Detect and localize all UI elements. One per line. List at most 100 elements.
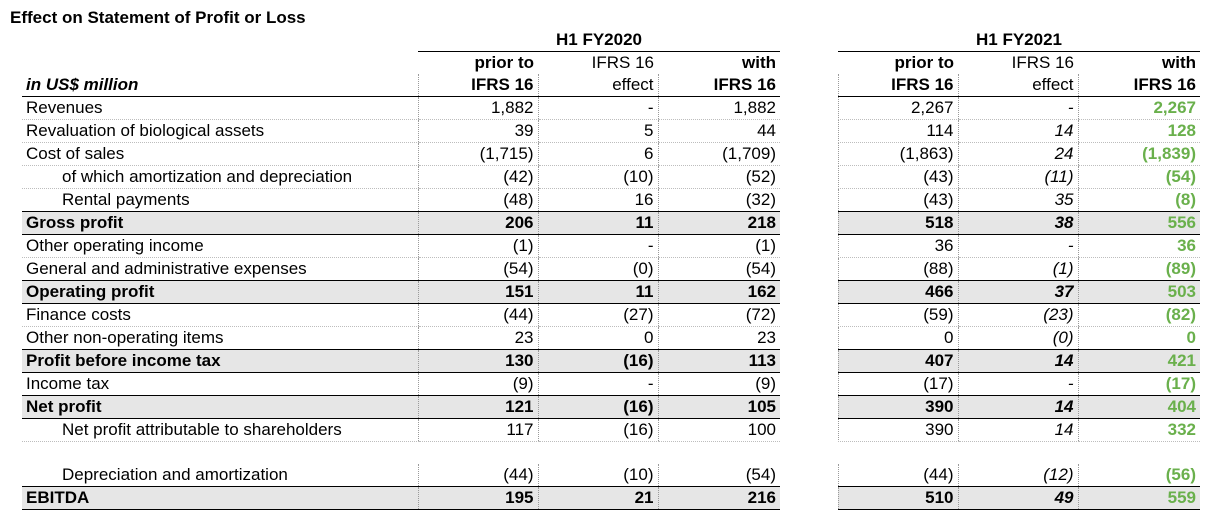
value-effect-fy2021: 14: [957, 119, 1078, 143]
col-header-prior: prior to: [894, 53, 955, 72]
value-prior-fy2020: (48): [417, 188, 538, 212]
col-header-effect: IFRS 16: [1011, 53, 1074, 72]
value-effect-fy2020: 16: [537, 188, 658, 212]
value-with-fy2021: (8): [1077, 188, 1200, 212]
value-with-fy2021: 332: [1077, 418, 1200, 442]
value-effect-fy2020: 6: [537, 142, 658, 166]
value-prior-fy2021: 36: [837, 234, 958, 258]
value-prior-fy2020: (44): [417, 464, 538, 487]
value-with-fy2020: 218: [657, 211, 780, 235]
value-effect-fy2021: 38: [957, 211, 1078, 235]
col-header-prior: IFRS 16: [837, 74, 958, 97]
col-header-effect: effect: [957, 74, 1078, 97]
value-with-fy2021: (54): [1077, 165, 1200, 189]
col-header-effect: effect: [537, 74, 658, 97]
value-prior-fy2021: (17): [837, 372, 958, 396]
value-prior-fy2020: 195: [417, 486, 538, 510]
value-with-fy2021: 404: [1077, 395, 1200, 419]
row-label: General and administrative expenses: [22, 257, 418, 281]
table-row: Income tax (9) - (9) (17) - (17): [22, 372, 1200, 396]
table-body: Revenues 1,882-1,882 2,267-2,267 Revaluatio…: [22, 96, 1200, 510]
value-with-fy2021: 559: [1077, 486, 1200, 510]
value-effect-fy2021: 14: [957, 349, 1078, 373]
value-prior-fy2021: 510: [837, 486, 958, 510]
value-prior-fy2021: (88): [837, 257, 958, 281]
table-row: Depreciation and amortization (44) (10) (54…: [22, 464, 1200, 487]
value-prior-fy2020: (42): [417, 165, 538, 189]
value-effect-fy2021: -: [957, 234, 1078, 258]
value-prior-fy2020: (1): [417, 234, 538, 258]
value-effect-fy2021: 35: [957, 188, 1078, 212]
subtotal-row: Profit before income tax 130 (16) 113 407 14 4…: [22, 349, 1200, 373]
value-effect-fy2021: 37: [957, 280, 1078, 304]
value-with-fy2020: 216: [657, 486, 780, 510]
value-prior-fy2021: 390: [837, 395, 958, 419]
unit-label: in US$ million: [22, 74, 418, 97]
value-effect-fy2020: (27): [537, 303, 658, 327]
table-row: Net profit attributable to shareholders 1…: [22, 418, 1200, 442]
value-with-fy2020: 162: [657, 280, 780, 304]
row-label: Other operating income: [22, 234, 418, 258]
col-header-with: IFRS 16: [657, 74, 780, 97]
table-row: Revaluation of biological assets 39 5 44 114…: [22, 119, 1200, 143]
value-prior-fy2021: (1,863): [837, 142, 958, 166]
value-effect-fy2021: 14: [957, 395, 1078, 419]
value-with-fy2021: 0: [1077, 326, 1200, 350]
value-effect-fy2021: -: [957, 96, 1078, 120]
value-with-fy2020: (54): [657, 257, 780, 281]
value-prior-fy2020: 151: [417, 280, 538, 304]
value-with-fy2021: 556: [1077, 211, 1200, 235]
value-with-fy2021: (17): [1077, 372, 1200, 396]
subtotal-row: Operating profit 151 11 162 466 37 503: [22, 280, 1200, 304]
value-effect-fy2020: 11: [537, 280, 658, 304]
value-effect-fy2021: 49: [957, 486, 1078, 510]
value-effect-fy2021: 24: [957, 142, 1078, 166]
value-with-fy2020: 113: [657, 349, 780, 373]
value-with-fy2021: (56): [1077, 464, 1200, 487]
value-with-fy2020: 44: [657, 119, 780, 143]
value-effect-fy2021: 14: [957, 418, 1078, 442]
value-with-fy2021: (82): [1077, 303, 1200, 327]
subtotal-row: Net profit 121 (16) 105 390 14 404: [22, 395, 1200, 419]
row-label: Other non-operating items: [22, 326, 418, 350]
col-header-prior: prior to: [474, 53, 535, 72]
value-with-fy2021: 503: [1077, 280, 1200, 304]
table-row: Other operating income (1) - (1) 36-36: [22, 234, 1200, 258]
row-label: Revaluation of biological assets: [22, 119, 418, 143]
value-effect-fy2020: (10): [537, 464, 658, 487]
value-prior-fy2021: 0: [837, 326, 958, 350]
value-effect-fy2021: -: [957, 372, 1078, 396]
value-effect-fy2020: -: [537, 234, 658, 258]
value-prior-fy2021: 114: [837, 119, 958, 143]
row-label: Revenues: [22, 96, 418, 120]
value-with-fy2021: 128: [1077, 119, 1200, 143]
value-effect-fy2021: (12): [957, 464, 1078, 487]
period-header-h1-fy2021: H1 FY2021: [838, 29, 1200, 52]
page-title: Effect on Statement of Profit or Loss: [10, 8, 306, 27]
col-header-with: with: [1162, 53, 1196, 72]
table-row: Other non-operating items 23 0 23 0 (0) 0: [22, 326, 1200, 350]
value-effect-fy2020: (0): [537, 257, 658, 281]
table-row: of which amortization and depreciation (4…: [22, 165, 1200, 189]
row-label: Operating profit: [22, 280, 418, 304]
value-with-fy2021: 421: [1077, 349, 1200, 373]
table-row: Cost of sales (1,715) 6 (1,709) (1,863) 24 (1,…: [22, 142, 1200, 166]
period-header-h1-fy2020: H1 FY2020: [418, 29, 780, 52]
value-with-fy2020: 100: [657, 418, 780, 442]
value-effect-fy2020: (16): [537, 349, 658, 373]
value-effect-fy2020: -: [537, 96, 658, 120]
table-row: Revenues 1,882-1,882 2,267-2,267: [22, 96, 1200, 120]
value-prior-fy2020: (44): [417, 303, 538, 327]
value-with-fy2020: 1,882: [657, 96, 780, 120]
profit-loss-table: H1 FY2020 H1 FY2021 prior to IFRS 16 wit…: [22, 29, 1200, 510]
row-label: Finance costs: [22, 303, 418, 327]
value-prior-fy2020: 1,882: [417, 96, 538, 120]
value-effect-fy2020: (10): [537, 165, 658, 189]
row-label: Cost of sales: [22, 142, 418, 166]
row-label: of which amortization and depreciation: [22, 165, 418, 189]
value-with-fy2020: (54): [657, 464, 780, 487]
value-effect-fy2021: (11): [957, 165, 1078, 189]
value-prior-fy2020: (54): [417, 257, 538, 281]
value-prior-fy2021: 390: [837, 418, 958, 442]
value-effect-fy2020: 11: [537, 211, 658, 235]
